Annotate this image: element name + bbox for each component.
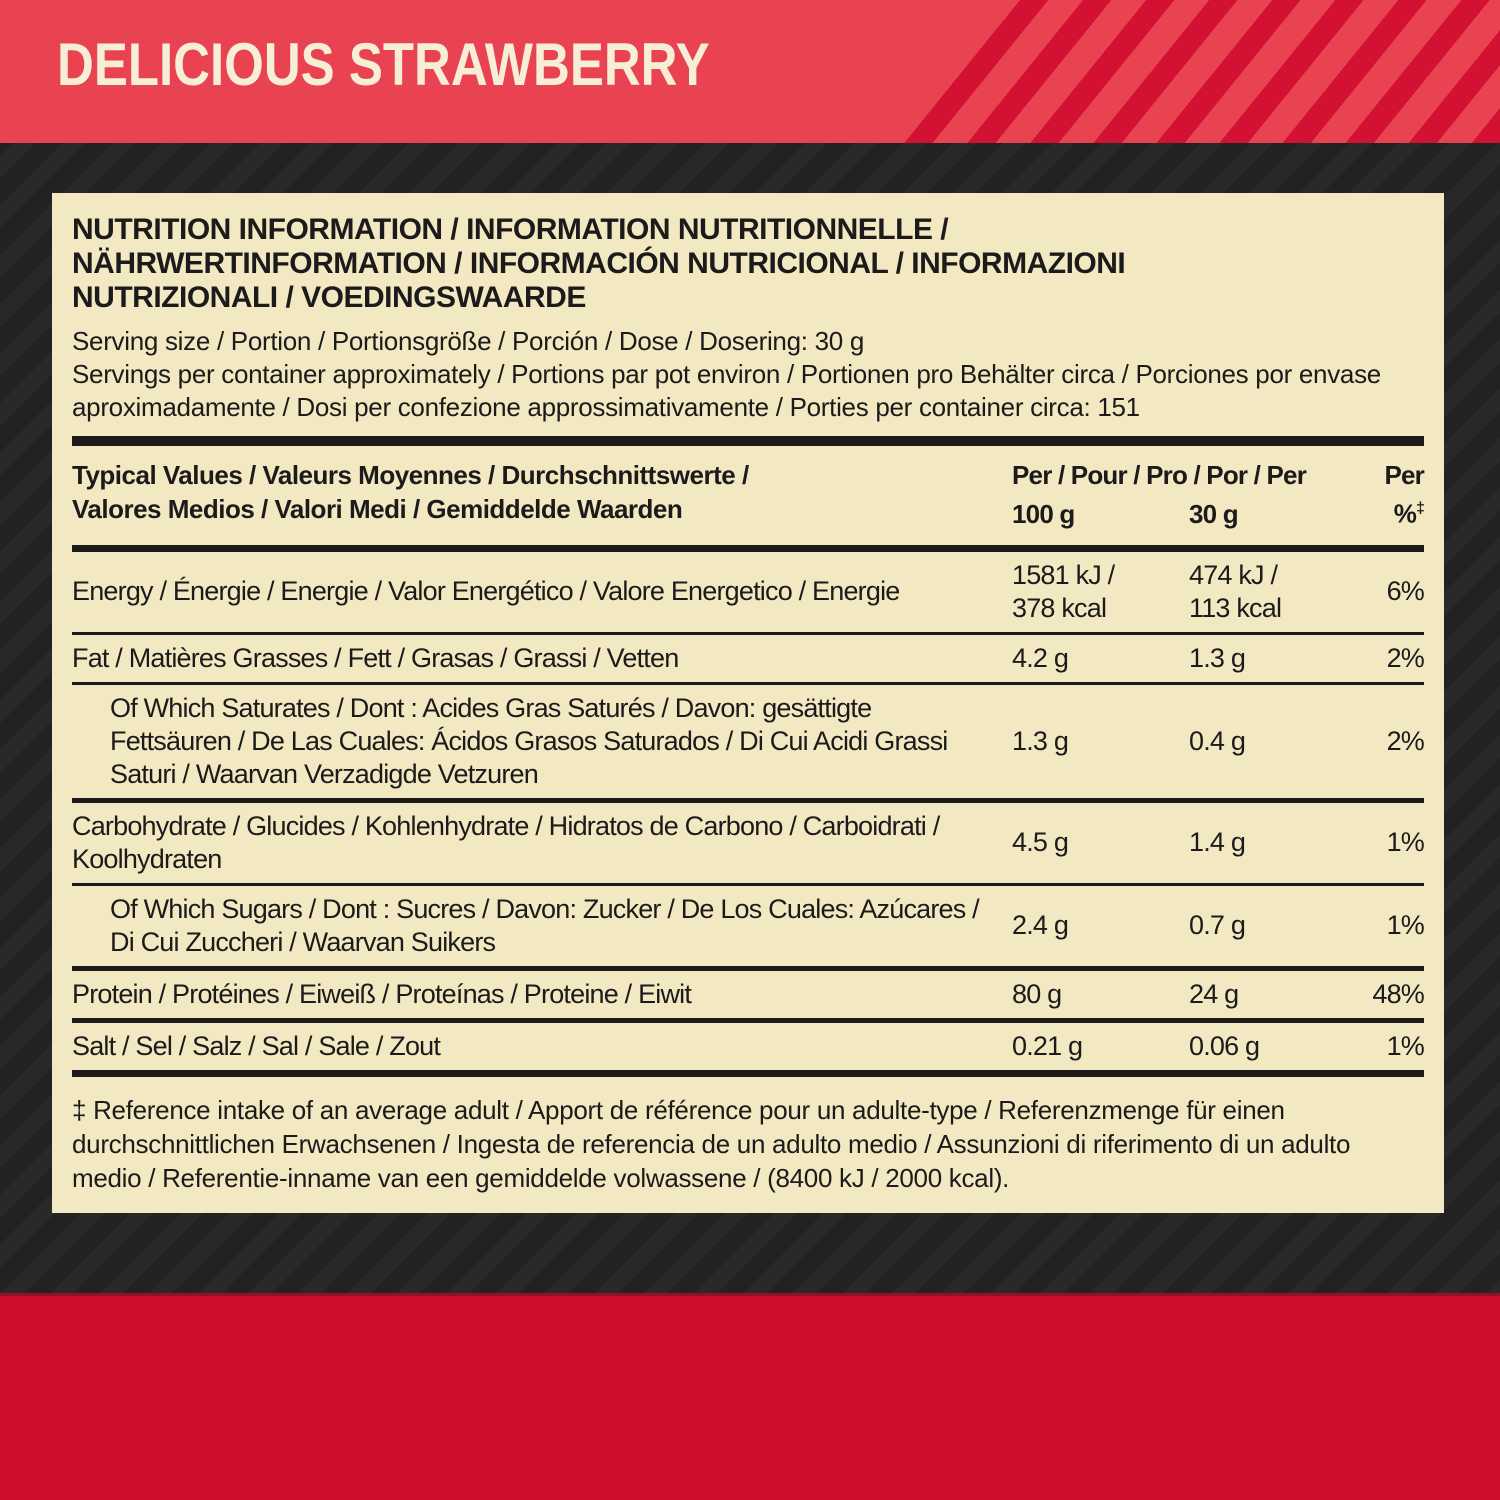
value-per-30g: 0.06 g: [1189, 1030, 1260, 1061]
nutrient-row: Of Which Saturates / Dont : Acides Gras …: [72, 685, 1425, 798]
per-header-line: Per / Pour / Pro / Por / Per Per: [1012, 458, 1425, 492]
per-columns-header: Per / Pour / Pro / Por / Per Per 100 g 3…: [1012, 458, 1425, 531]
nutrient-label: Of Which Sugars / Dont : Sucres / Davon:…: [110, 893, 980, 957]
typical-values-line-2: Valores Medios / Valori Medi / Gemiddeld…: [72, 494, 683, 524]
nutrient-label: Of Which Saturates / Dont : Acides Gras …: [110, 692, 948, 789]
nutrient-label: Protein / Protéines / Eiweiß / Proteínas…: [72, 978, 692, 1009]
bottom-red-band: [0, 1293, 1500, 1500]
column-header-100g: 100 g: [1012, 498, 1075, 529]
table-top-rule: [72, 436, 1424, 446]
nutrition-panel: NUTRITION INFORMATION / INFORMATION NUTR…: [52, 193, 1444, 1213]
serving-size-text: Serving size / Portion / Portionsgröße /…: [72, 326, 865, 356]
value-per-30g: 474 kJ / 113 kcal: [1189, 559, 1282, 623]
value-percent-ri: 2%: [1386, 642, 1425, 673]
nutrient-row: Fat / Matières Grasses / Fett / Grasas /…: [72, 635, 1425, 682]
nutrition-table-body: Energy / Énergie / Energie / Valor Energ…: [72, 552, 1425, 1077]
row-divider: [72, 1069, 1424, 1077]
flavor-banner: DELICIOUS STRAWBERRY: [0, 0, 1500, 143]
typical-values-line-1: Typical Values / Valeurs Moyennes / Durc…: [72, 460, 749, 490]
nutrient-row: Carbohydrate / Glucides / Kohlenhydrate …: [72, 803, 1425, 883]
value-percent-ri: 1%: [1386, 1030, 1425, 1061]
value-per-100g: 0.21 g: [1012, 1030, 1083, 1061]
row-divider: [72, 681, 1424, 685]
row-divider: [72, 965, 1424, 971]
value-per-30g: 24 g: [1189, 978, 1239, 1009]
nutrient-label: Fat / Matières Grasses / Fett / Grasas /…: [72, 642, 679, 673]
nutrient-label: Carbohydrate / Glucides / Kohlenhydrate …: [72, 810, 940, 874]
flavor-title: DELICIOUS STRAWBERRY: [57, 31, 710, 98]
value-percent-ri: 2%: [1386, 725, 1425, 756]
table-header-row: Typical Values / Valeurs Moyennes / Durc…: [72, 446, 1425, 545]
row-divider: [72, 1017, 1424, 1023]
heading-line-3: NUTRIZIONALI / VOEDINGSWAARDE: [72, 281, 586, 314]
nutrition-heading: NUTRITION INFORMATION / INFORMATION NUTR…: [72, 213, 1424, 315]
value-per-100g: 1581 kJ / 378 kcal: [1012, 559, 1115, 623]
dagger-footnote-mark: ‡: [1416, 500, 1425, 517]
value-percent-ri: 48%: [1372, 978, 1424, 1009]
value-per-30g: 1.3 g: [1189, 642, 1246, 673]
value-per-100g: 80 g: [1012, 978, 1062, 1009]
value-per-100g: 2.4 g: [1012, 910, 1069, 941]
percent-symbol: %: [1393, 498, 1417, 529]
value-per-100g: 4.5 g: [1012, 827, 1069, 858]
table-header-rule: [72, 544, 1424, 552]
row-divider: [72, 631, 1424, 635]
value-per-30g: 1.4 g: [1189, 827, 1246, 858]
column-header-30g: 30 g: [1189, 498, 1239, 529]
nutrient-label: Energy / Énergie / Energie / Valor Energ…: [72, 576, 900, 607]
per-percent-column-label: Per: [1384, 460, 1424, 490]
value-per-30g: 0.7 g: [1189, 910, 1246, 941]
row-divider: [72, 797, 1424, 803]
nutrient-row: Salt / Sel / Salz / Sal / Sale / Zout 0.…: [72, 1023, 1425, 1070]
nutrient-row: Energy / Énergie / Energie / Valor Energ…: [72, 552, 1425, 632]
column-units-line: 100 g 30 g %‡: [1012, 492, 1425, 531]
value-per-100g: 1.3 g: [1012, 725, 1069, 756]
value-percent-ri: 6%: [1386, 576, 1425, 607]
value-per-100g: 4.2 g: [1012, 642, 1069, 673]
nutrient-row: Of Which Sugars / Dont : Sucres / Davon:…: [72, 886, 1425, 966]
column-header-percent: %‡: [1393, 492, 1425, 531]
value-per-30g: 0.4 g: [1189, 725, 1246, 756]
nutrient-label: Salt / Sel / Salz / Sal / Sale / Zout: [72, 1030, 441, 1061]
row-divider: [72, 882, 1424, 886]
reference-intake-footnote: ‡ Reference intake of an average adult /…: [72, 1094, 1351, 1193]
servings-per-container-text: Servings per container approximately / P…: [72, 359, 1381, 422]
value-percent-ri: 1%: [1386, 910, 1425, 941]
per-multilingual-label: Per / Pour / Pro / Por / Per: [1012, 460, 1307, 490]
heading-line-1: NUTRITION INFORMATION / INFORMATION NUTR…: [72, 213, 949, 246]
nutrient-row: Protein / Protéines / Eiweiß / Proteínas…: [72, 971, 1425, 1018]
typical-values-header: Typical Values / Valeurs Moyennes / Durc…: [72, 458, 1012, 526]
value-percent-ri: 1%: [1386, 827, 1425, 858]
heading-line-2: NÄHRWERTINFORMATION / INFORMACIÓN NUTRIC…: [72, 247, 1126, 280]
